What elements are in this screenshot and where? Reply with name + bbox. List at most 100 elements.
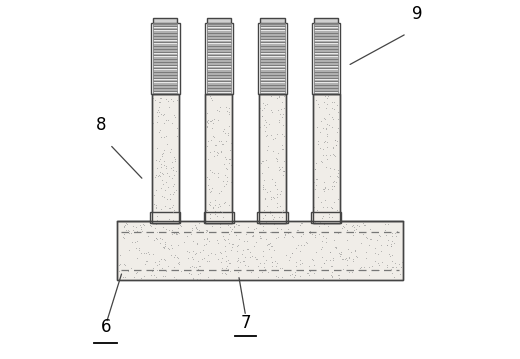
Bar bbox=[314, 81, 339, 83]
Point bbox=[311, 98, 320, 103]
Point bbox=[245, 254, 254, 260]
Point bbox=[241, 254, 249, 260]
Point bbox=[262, 219, 270, 225]
Point bbox=[267, 109, 276, 115]
Point bbox=[337, 252, 346, 257]
Point bbox=[314, 101, 322, 107]
Point bbox=[159, 273, 167, 279]
Bar bbox=[153, 59, 177, 60]
Point bbox=[317, 246, 326, 252]
Point bbox=[374, 232, 383, 238]
Point bbox=[261, 103, 269, 108]
Point bbox=[276, 203, 284, 209]
Point bbox=[320, 221, 329, 227]
Bar bbox=[153, 46, 177, 47]
Point bbox=[224, 229, 232, 234]
Point bbox=[192, 240, 201, 246]
Point bbox=[348, 223, 357, 229]
Point bbox=[266, 208, 275, 214]
Point bbox=[185, 270, 193, 276]
Point bbox=[224, 266, 232, 272]
Point bbox=[163, 196, 171, 202]
Point bbox=[159, 182, 167, 187]
Point bbox=[145, 252, 153, 257]
Point bbox=[203, 124, 211, 130]
Point bbox=[234, 242, 242, 248]
Point bbox=[252, 225, 260, 230]
Point bbox=[149, 95, 158, 101]
Point bbox=[310, 262, 318, 268]
Point bbox=[262, 124, 270, 130]
Bar bbox=[314, 31, 339, 33]
Bar bbox=[314, 89, 339, 91]
Point bbox=[264, 164, 272, 170]
Bar bbox=[314, 72, 339, 73]
Bar bbox=[314, 91, 339, 93]
Bar bbox=[204, 23, 233, 94]
Point bbox=[168, 202, 177, 208]
Bar bbox=[153, 47, 177, 49]
Point bbox=[261, 195, 269, 201]
Point bbox=[162, 96, 170, 102]
Point bbox=[205, 215, 214, 221]
Point bbox=[218, 141, 226, 147]
Bar bbox=[207, 88, 231, 89]
Point bbox=[210, 134, 218, 140]
Bar bbox=[207, 33, 231, 34]
Point bbox=[227, 140, 235, 146]
Bar bbox=[261, 89, 284, 91]
Point bbox=[265, 121, 273, 126]
Point bbox=[263, 242, 271, 248]
Bar bbox=[207, 80, 231, 81]
Point bbox=[276, 265, 284, 271]
Point bbox=[158, 151, 166, 157]
Point bbox=[324, 223, 333, 229]
Point bbox=[387, 270, 396, 276]
Point bbox=[172, 97, 180, 103]
Point bbox=[271, 182, 280, 187]
Point bbox=[284, 226, 292, 232]
Point bbox=[258, 101, 267, 106]
Point bbox=[267, 220, 276, 225]
Point bbox=[319, 146, 327, 151]
Point bbox=[250, 226, 258, 232]
Point bbox=[144, 249, 152, 255]
Point bbox=[140, 273, 148, 279]
Point bbox=[222, 156, 230, 162]
Point bbox=[205, 258, 213, 264]
Point bbox=[174, 242, 182, 248]
Point bbox=[262, 133, 270, 139]
Point bbox=[350, 229, 359, 235]
Bar bbox=[261, 73, 284, 75]
Point bbox=[354, 267, 362, 273]
Point bbox=[167, 204, 176, 210]
Point bbox=[267, 194, 276, 200]
Point bbox=[222, 272, 230, 278]
Point bbox=[216, 104, 224, 109]
Point bbox=[333, 139, 341, 144]
Bar bbox=[150, 212, 180, 223]
Point bbox=[219, 236, 228, 242]
Point bbox=[279, 168, 288, 174]
Point bbox=[156, 235, 164, 241]
Point bbox=[188, 248, 197, 253]
Point bbox=[267, 229, 275, 235]
Point bbox=[189, 256, 197, 261]
Point bbox=[387, 264, 396, 270]
Point bbox=[357, 241, 365, 246]
Point bbox=[235, 236, 243, 242]
Point bbox=[165, 191, 174, 197]
Point bbox=[269, 195, 278, 201]
Point bbox=[222, 165, 230, 171]
Point bbox=[289, 234, 297, 240]
Bar bbox=[314, 47, 339, 49]
Point bbox=[318, 254, 327, 260]
Point bbox=[332, 246, 341, 251]
Point bbox=[367, 236, 375, 242]
Bar bbox=[153, 60, 177, 62]
Point bbox=[274, 274, 282, 279]
Bar bbox=[314, 63, 339, 65]
Point bbox=[204, 157, 212, 162]
Point bbox=[150, 201, 159, 207]
Point bbox=[204, 201, 213, 207]
